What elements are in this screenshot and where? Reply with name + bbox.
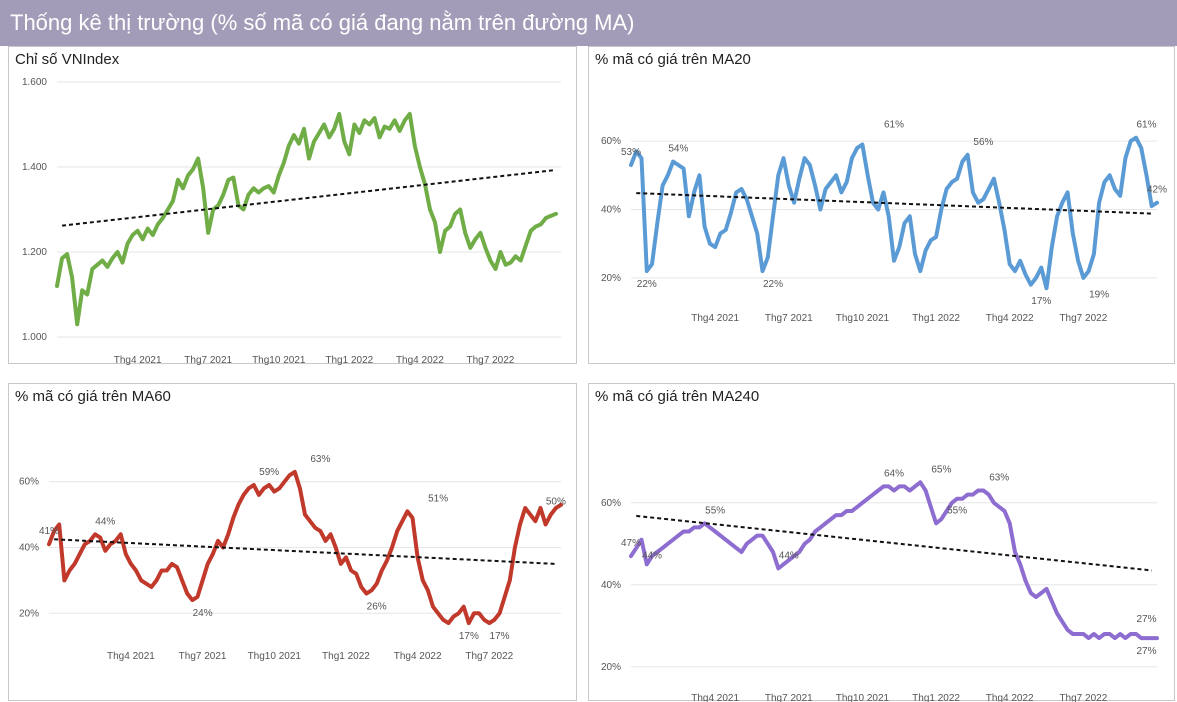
chart-title: Chỉ số VNIndex — [15, 51, 120, 68]
x-tick-label: Thg7 2022 — [1059, 693, 1107, 702]
trend-line — [61, 168, 557, 227]
data-label: 44% — [95, 516, 115, 527]
data-label: 63% — [310, 454, 330, 465]
x-tick-label: Thg4 2022 — [986, 693, 1034, 702]
data-label: 44% — [779, 550, 799, 561]
x-tick-label: Thg7 2021 — [765, 313, 813, 324]
y-tick-label: 1.200 — [22, 247, 47, 258]
y-tick-label: 20% — [601, 273, 621, 284]
data-label: 55% — [947, 505, 967, 516]
chart-title: % mã có giá trên MA60 — [15, 388, 171, 405]
chart-title: % mã có giá trên MA240 — [595, 388, 760, 405]
data-label: 47% — [621, 538, 641, 549]
x-tick-label: Thg1 2022 — [912, 313, 960, 324]
y-tick-label: 40% — [19, 543, 39, 554]
data-label: 65% — [931, 464, 951, 475]
y-tick-label: 20% — [601, 662, 621, 673]
data-label: 27% — [1136, 614, 1156, 625]
x-tick-label: Thg4 2022 — [394, 651, 442, 662]
x-tick-label: Thg4 2021 — [107, 651, 155, 662]
data-label: 24% — [193, 608, 213, 619]
data-label: 17% — [1031, 296, 1051, 307]
chart-panel-ma240: % mã có giá trên MA240 20% 40% 60% Thg4 202… — [588, 383, 1175, 702]
ma240-chart: 20% 40% 60% Thg4 2021 Thg7 2021 Thg10 2021 Thg… — [601, 464, 1159, 702]
data-label: 54% — [668, 144, 688, 155]
data-label: 26% — [367, 602, 387, 613]
data-label: 17% — [490, 631, 510, 642]
y-tick-label: 60% — [19, 477, 39, 488]
x-tick-label: Thg10 2021 — [252, 355, 306, 365]
data-label: 27% — [1136, 646, 1156, 657]
y-tick-label: 40% — [601, 580, 621, 591]
y-tick-label: 60% — [601, 136, 621, 147]
series-line — [629, 480, 1159, 641]
data-label: 19% — [1089, 289, 1109, 300]
data-label: 17% — [459, 631, 479, 642]
data-label: 22% — [763, 279, 783, 290]
y-tick-label: 60% — [601, 498, 621, 509]
chart-panel-ma60: % mã có giá trên MA60 20% 40% 60% Thg4 2021… — [8, 383, 577, 701]
x-tick-label: Thg10 2021 — [248, 651, 302, 662]
data-label: 61% — [884, 120, 904, 131]
ma60-chart: 20% 40% 60% Thg4 2021 Thg7 2021 Thg10 2021 Thg… — [19, 454, 566, 662]
x-tick-label: Thg7 2022 — [465, 651, 513, 662]
data-label: 61% — [1136, 120, 1156, 131]
data-label: 56% — [973, 137, 993, 148]
y-tick-label: 40% — [601, 205, 621, 216]
data-label: 44% — [642, 550, 662, 561]
data-label: 41% — [39, 526, 59, 537]
series-line — [47, 469, 563, 626]
page-title: Thống kê thị trường (% số mã có giá đang… — [10, 10, 635, 35]
data-label: 50% — [546, 497, 566, 508]
x-tick-label: Thg4 2021 — [691, 313, 739, 324]
series-line — [55, 111, 558, 327]
y-tick-label: 1.400 — [22, 162, 47, 173]
vnindex-chart: 1.000 1.200 1.400 1.600 Thg4 2021 Thg7 2021 Th… — [22, 77, 561, 365]
x-tick-label: Thg10 2021 — [836, 313, 890, 324]
x-tick-label: Thg7 2021 — [765, 693, 813, 702]
y-tick-label: 1.000 — [22, 332, 47, 343]
x-tick-label: Thg7 2022 — [467, 355, 515, 365]
data-label: 22% — [637, 279, 657, 290]
chart-title: % mã có giá trên MA20 — [595, 51, 751, 68]
trend-line — [636, 514, 1152, 572]
series-line — [629, 135, 1159, 291]
x-tick-label: Thg1 2022 — [912, 693, 960, 702]
data-label: 64% — [884, 468, 904, 479]
x-tick-label: Thg10 2021 — [836, 693, 890, 702]
x-tick-label: Thg4 2022 — [396, 355, 444, 365]
x-tick-label: Thg1 2022 — [322, 651, 370, 662]
x-tick-label: Thg7 2022 — [1059, 313, 1107, 324]
y-tick-label: 20% — [19, 608, 39, 619]
x-tick-label: Thg1 2022 — [325, 355, 373, 365]
data-label: 59% — [259, 467, 279, 478]
chart-panel-vnindex: Chỉ số VNIndex 1.000 1.200 1.400 1.600 Thg4 … — [8, 46, 577, 365]
x-tick-label: Thg4 2022 — [986, 313, 1034, 324]
x-tick-label: Thg7 2021 — [184, 355, 232, 365]
y-tick-label: 1.600 — [22, 77, 47, 88]
x-tick-label: Thg4 2021 — [691, 693, 739, 702]
chart-panel-ma20: % mã có giá trên MA20 20% 40% 60% Thg4 2021… — [588, 46, 1175, 364]
page-header: Thống kê thị trường (% số mã có giá đang… — [0, 0, 1177, 46]
data-label: 53% — [621, 147, 641, 158]
data-label: 51% — [428, 493, 448, 504]
data-label: 55% — [705, 505, 725, 516]
ma20-chart: 20% 40% 60% Thg4 2021 Thg7 2021 Thg10 2021 Thg… — [601, 120, 1167, 324]
x-tick-label: Thg4 2021 — [114, 355, 162, 365]
data-label: 63% — [989, 473, 1009, 484]
data-label: 42% — [1147, 185, 1167, 196]
trend-line — [636, 192, 1152, 215]
x-tick-label: Thg7 2021 — [179, 651, 227, 662]
